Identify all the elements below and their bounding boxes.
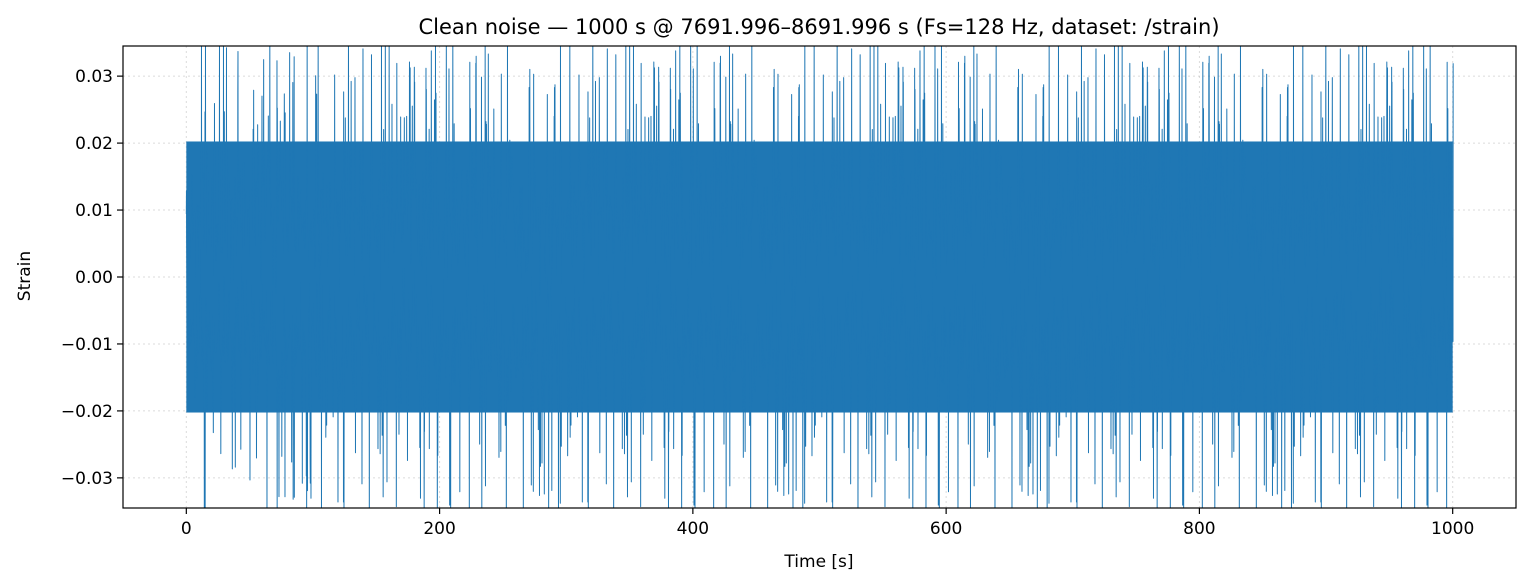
y-tick-label: −0.01 [61, 335, 113, 355]
x-axis-ticks: 0 200 400 600 800 1000 [181, 508, 1474, 539]
y-tick-label: 0.03 [75, 67, 113, 87]
series-layer [185, 46, 1454, 508]
series-line [185, 46, 1454, 508]
chart-title: Clean noise — 1000 s @ 7691.996–8691.996… [418, 15, 1219, 39]
y-axis-label: Strain [15, 251, 35, 301]
y-tick-label: 0.00 [75, 268, 113, 288]
x-tick-label: 0 [181, 519, 192, 539]
x-tick-label: 200 [423, 519, 455, 539]
x-tick-label: 1000 [1431, 519, 1474, 539]
y-tick-label: −0.02 [61, 402, 113, 422]
x-tick-label: 400 [677, 519, 709, 539]
y-axis-ticks: 0.03 0.02 0.01 0.00 −0.01 −0.02 −0.03 [61, 67, 123, 489]
y-tick-label: 0.02 [75, 134, 113, 154]
x-tick-label: 600 [930, 519, 962, 539]
y-tick-label: 0.01 [75, 201, 113, 221]
x-axis-label: Time [s] [783, 552, 853, 572]
y-tick-label: −0.03 [61, 469, 113, 489]
plot-area [185, 46, 1454, 508]
x-tick-label: 800 [1183, 519, 1215, 539]
